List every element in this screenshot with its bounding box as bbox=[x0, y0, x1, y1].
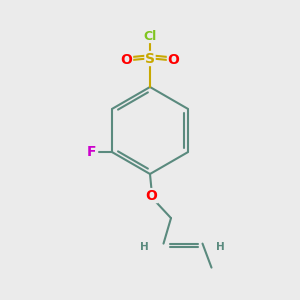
Text: F: F bbox=[87, 145, 97, 159]
Text: S: S bbox=[145, 52, 155, 65]
Text: O: O bbox=[146, 189, 158, 202]
Text: H: H bbox=[216, 242, 225, 252]
Text: O: O bbox=[167, 53, 179, 67]
Text: Cl: Cl bbox=[143, 29, 157, 43]
Text: H: H bbox=[140, 242, 148, 252]
Text: O: O bbox=[121, 53, 133, 67]
